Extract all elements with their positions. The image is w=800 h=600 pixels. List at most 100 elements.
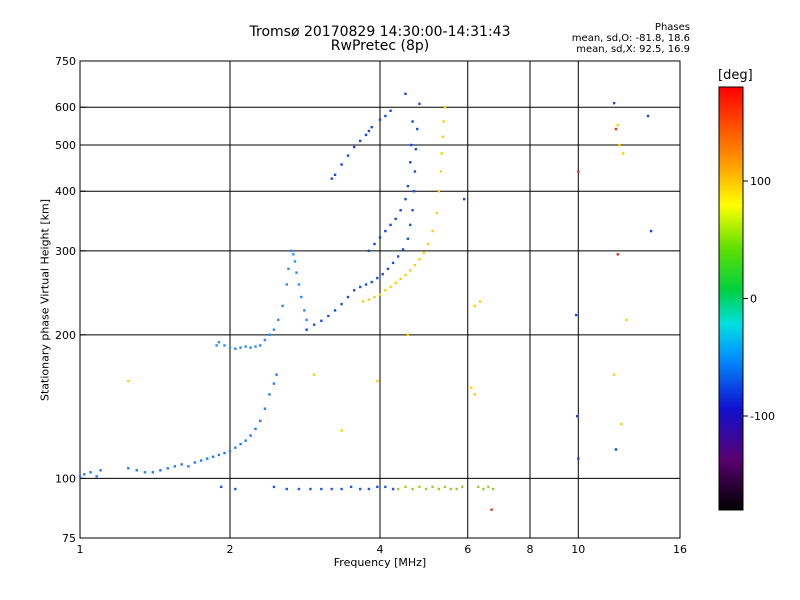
data-point <box>424 487 428 491</box>
y-axis-label: Stationary phase Virtual Height [km] <box>38 198 52 402</box>
data-point <box>234 487 237 491</box>
data-point <box>275 373 278 376</box>
data-point <box>412 190 416 193</box>
data-point <box>482 487 485 491</box>
data-point <box>287 267 290 271</box>
data-point <box>441 135 445 139</box>
data-point <box>618 143 621 147</box>
data-point <box>285 487 288 491</box>
data-point <box>340 302 343 306</box>
data-point <box>223 344 226 347</box>
data-point <box>437 190 441 193</box>
x-tick-label: 4 <box>377 543 384 556</box>
data-point <box>406 184 410 188</box>
x-axis: 1 2 4 6 8 10 16 <box>77 543 688 556</box>
data-point <box>367 129 371 133</box>
data-point <box>281 304 284 308</box>
data-point <box>228 346 232 349</box>
data-point <box>427 242 430 246</box>
data-point <box>364 133 368 137</box>
data-point <box>625 318 628 322</box>
data-point <box>384 229 387 233</box>
data-point <box>614 127 618 131</box>
data-point <box>409 223 412 227</box>
data-point <box>340 487 343 491</box>
data-point <box>127 379 130 383</box>
data-point <box>418 102 421 106</box>
data-point <box>228 450 232 453</box>
data-point <box>361 300 365 303</box>
data-point <box>439 170 443 173</box>
data-point <box>244 345 247 348</box>
data-point <box>300 295 303 299</box>
data-point <box>320 319 323 322</box>
data-point <box>352 289 356 292</box>
data-point <box>340 429 343 432</box>
data-point <box>386 267 390 271</box>
data-point <box>404 92 407 96</box>
data-point <box>312 373 316 376</box>
data-point <box>370 280 373 284</box>
data-point <box>277 318 280 322</box>
data-point <box>399 277 402 281</box>
data-point <box>272 328 276 331</box>
data-point <box>487 485 490 489</box>
data-point <box>173 465 177 468</box>
data-point <box>404 485 407 489</box>
data-point <box>211 455 215 458</box>
data-point <box>404 197 407 201</box>
data-point <box>367 249 371 253</box>
data-point <box>330 487 333 491</box>
data-points <box>78 92 653 511</box>
data-point <box>577 457 580 460</box>
data-point <box>411 208 414 212</box>
y-tick-label: 75 <box>62 532 76 545</box>
data-point <box>376 276 379 280</box>
data-point <box>268 333 271 337</box>
data-point <box>349 485 353 489</box>
data-point <box>346 154 350 157</box>
data-point <box>193 461 197 464</box>
data-point <box>577 170 580 173</box>
data-point <box>462 197 466 201</box>
data-point <box>399 208 402 212</box>
data-point <box>461 485 464 489</box>
data-point <box>378 293 382 296</box>
data-point <box>620 422 623 426</box>
data-point <box>358 487 362 491</box>
phases-heading: Phases <box>654 22 690 33</box>
data-point <box>215 344 218 347</box>
data-point <box>384 289 387 292</box>
data-point <box>268 393 271 396</box>
data-point <box>413 170 417 173</box>
data-point <box>373 295 376 299</box>
data-point <box>217 453 221 457</box>
data-point <box>418 258 421 261</box>
data-point <box>285 283 288 286</box>
chart-subtitle: RwPretec (8p) <box>330 38 430 54</box>
data-point <box>254 345 257 348</box>
data-point <box>411 120 414 123</box>
phases-x-stats: mean, sd,X: 92.5, 16.9 <box>576 44 690 55</box>
data-point <box>234 446 237 449</box>
data-point <box>340 163 343 166</box>
data-point <box>259 344 262 347</box>
data-point <box>470 386 473 389</box>
x-axis-label: Frequency [MHz] <box>333 556 427 569</box>
data-point <box>293 260 297 263</box>
y-tick-label: 500 <box>55 139 76 152</box>
data-point <box>367 298 371 301</box>
data-point <box>309 487 312 491</box>
data-point <box>151 471 155 474</box>
data-point <box>303 309 306 312</box>
data-point <box>414 147 418 151</box>
data-point <box>239 346 242 349</box>
data-point <box>649 229 653 233</box>
data-point <box>78 475 82 478</box>
data-point <box>455 487 458 491</box>
x-tick-label: 1 <box>77 543 84 556</box>
y-tick-label: 750 <box>55 55 76 68</box>
data-point <box>205 457 209 460</box>
data-point <box>249 346 252 349</box>
